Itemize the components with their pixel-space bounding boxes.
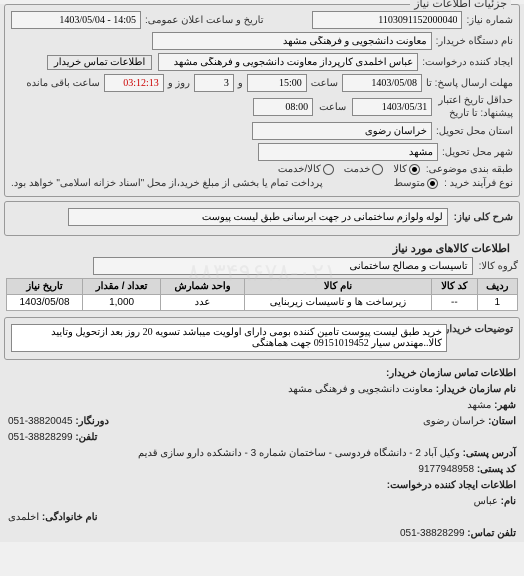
deadline2-label-a: حداقل تاریخ اعتبار <box>438 95 513 106</box>
table-cell: 1 <box>477 295 517 311</box>
notes-label: توضیحات خریدار: <box>453 324 513 335</box>
tel2-label: تلفن تماس: <box>467 528 516 539</box>
announce-date-label: تاریخ و ساعت اعلان عمومی: <box>145 15 264 26</box>
name-value: عباس <box>474 496 498 507</box>
radio-dot-icon <box>409 164 420 175</box>
creator-field[interactable] <box>158 53 418 71</box>
number-label: شماره نیاز: <box>466 15 513 26</box>
addr-value: وکیل آباد 2 - دانشگاه فردوسی - ساختمان ش… <box>138 448 460 459</box>
radio-dot-icon <box>427 178 438 189</box>
table-header-cell: تاریخ نیاز <box>7 279 83 295</box>
remain-label: ساعت باقی مانده <box>26 78 99 89</box>
radio-dot-icon <box>372 164 383 175</box>
table-row[interactable]: 1--زیرساخت ها و تاسیسات زیربناییعدد1,000… <box>7 295 518 311</box>
creator-label: ایجاد کننده درخواست: <box>422 57 513 68</box>
post-label: کد پستی: <box>477 464 516 475</box>
process-note: پرداخت تمام یا بخشی از مبلغ خرید،از محل … <box>11 178 323 189</box>
buyer-label: نام دستگاه خریدار: <box>436 36 513 47</box>
fax-value: 38820045-051 <box>8 416 73 427</box>
need-title-label: شرح کلی نیاز: <box>454 212 513 223</box>
deadline2-time[interactable] <box>253 98 313 116</box>
org-value: معاونت دانشجویی و فرهنگی مشهد <box>288 384 433 395</box>
contact-section-title: اطلاعات تماس سازمان خریدار: <box>386 368 516 379</box>
radio-goods-service[interactable]: کالا/خدمت <box>278 164 334 175</box>
contact-province-value: خراسان رضوی <box>423 416 485 427</box>
deadline2-time-label: ساعت <box>319 102 346 113</box>
number-field[interactable] <box>312 11 462 29</box>
table-cell: 1403/05/08 <box>7 295 83 311</box>
tel-label: تلفن: <box>75 432 97 443</box>
city-field[interactable] <box>258 143 438 161</box>
category-label: طبقه بندی موضوعی: <box>426 164 513 175</box>
radio-dot-icon <box>323 164 334 175</box>
radio-goods-service-label: کالا/خدمت <box>278 164 321 175</box>
need-title-field[interactable] <box>68 208 448 226</box>
deadline1-date[interactable] <box>342 74 422 92</box>
deadline2-label-b: پیشنهاد: تا تاریخ <box>449 108 513 119</box>
city-label: شهر محل تحویل: <box>442 147 513 158</box>
panel-title: جزئیات اطلاعات نیاز <box>410 0 511 10</box>
province-field[interactable] <box>252 122 432 140</box>
goods-section-title: اطلاعات کالاهای مورد نیاز <box>6 242 510 255</box>
addr-label: آدرس پستی: <box>463 448 516 459</box>
announce-date-field[interactable] <box>11 11 141 29</box>
goods-group-field[interactable] <box>93 257 473 275</box>
deadline2-date[interactable] <box>352 98 432 116</box>
lname-value: اخلمدی <box>8 512 39 523</box>
post-value: 9177948958 <box>418 464 474 475</box>
tel2-value: 38828299-051 <box>400 528 465 539</box>
category-radio-group: کالا خدمت کالا/خدمت <box>278 164 420 175</box>
table-cell: 1,000 <box>83 295 161 311</box>
fax-label: دورنگار: <box>75 416 109 427</box>
contact-info-block: اطلاعات تماس سازمان خریدار: نام سازمان خ… <box>8 366 516 542</box>
remaining-time[interactable] <box>104 74 164 92</box>
radio-goods-label: کالا <box>393 164 407 175</box>
deadline1-time[interactable] <box>247 74 307 92</box>
deadline1-label: مهلت ارسال پاسخ: تا <box>426 78 513 89</box>
buyer-field[interactable] <box>152 32 432 50</box>
contact2-section-title: اطلاعات ایجاد کننده درخواست: <box>387 480 516 491</box>
table-header-cell: تعداد / مقدار <box>83 279 161 295</box>
radio-service-label: خدمت <box>344 164 371 175</box>
notes-panel: توضیحات خریدار: <box>4 317 520 360</box>
lname-label: نام خانوادگی: <box>42 512 98 523</box>
days-field[interactable] <box>194 74 234 92</box>
table-header-cell: کد کالا <box>432 279 477 295</box>
days-sep: و <box>238 78 243 89</box>
notes-field[interactable] <box>11 324 447 352</box>
contact-city-label: شهر: <box>494 400 516 411</box>
process-label: نوع فرآیند خرید : <box>444 178 513 189</box>
tel-value: 38828299-051 <box>8 432 73 443</box>
contact-province-label: استان: <box>488 416 516 427</box>
days-label2: روز و <box>168 78 190 89</box>
radio-service[interactable]: خدمت <box>344 164 384 175</box>
table-header-cell: واحد شمارش <box>161 279 245 295</box>
table-cell: زیرساخت ها و تاسیسات زیربنایی <box>244 295 431 311</box>
radio-process-label: متوسط <box>394 178 425 189</box>
name-label: نام: <box>501 496 516 507</box>
contact-buyer-button[interactable]: اطلاعات تماس خریدار <box>47 55 152 70</box>
goods-table: ردیفکد کالانام کالاواحد شمارشتعداد / مقد… <box>6 278 518 311</box>
table-header-cell: نام کالا <box>244 279 431 295</box>
table-cell: -- <box>432 295 477 311</box>
main-panel: جزئیات اطلاعات نیاز شماره نیاز: تاریخ و … <box>4 4 520 197</box>
contact-city-value: مشهد <box>467 400 491 411</box>
table-cell: عدد <box>161 295 245 311</box>
radio-process-medium[interactable]: متوسط <box>394 178 438 189</box>
goods-group-label: گروه کالا: <box>479 261 518 272</box>
deadline1-time-label: ساعت <box>311 78 338 89</box>
radio-goods[interactable]: کالا <box>393 164 420 175</box>
province-label: استان محل تحویل: <box>436 126 513 137</box>
need-panel: شرح کلی نیاز: <box>4 201 520 236</box>
table-header-cell: ردیف <box>477 279 517 295</box>
org-label: نام سازمان خریدار: <box>436 384 516 395</box>
